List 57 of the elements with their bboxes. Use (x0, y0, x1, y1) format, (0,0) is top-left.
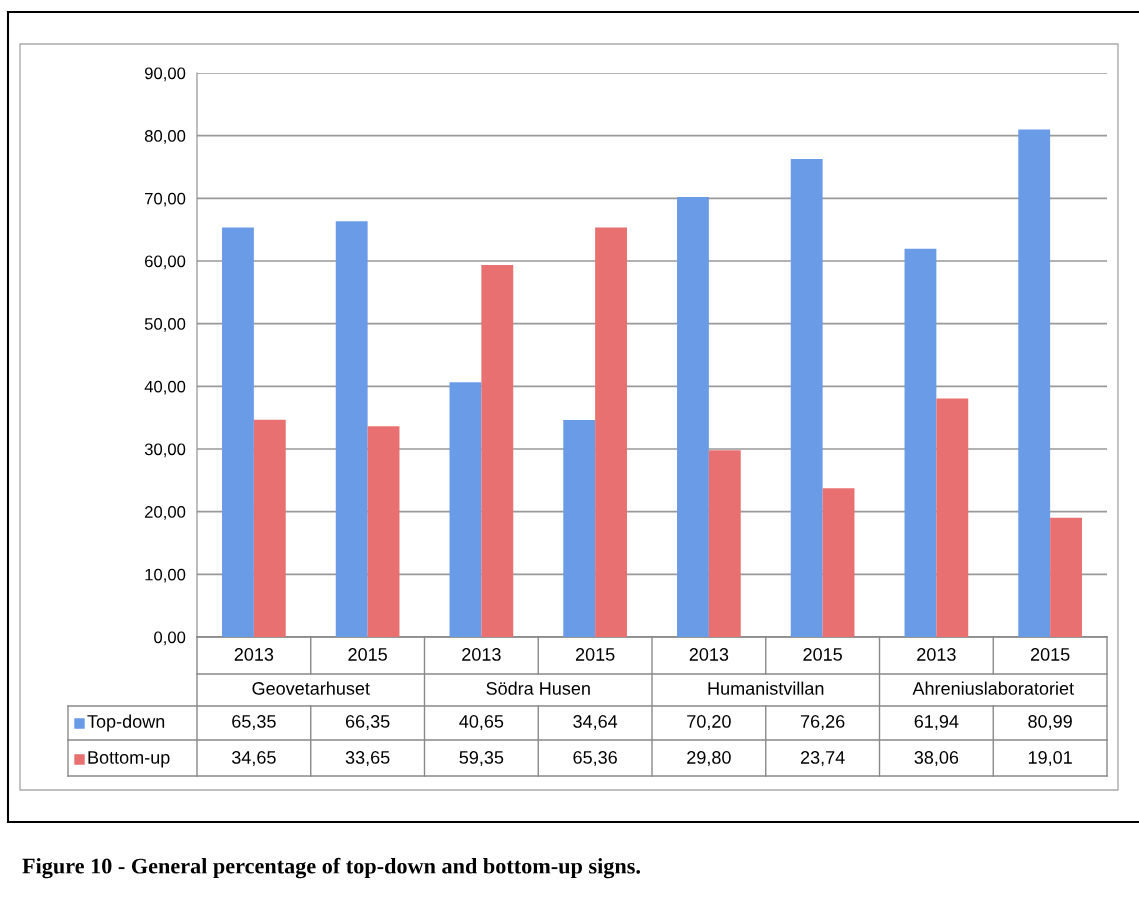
text: 33,65 (345, 751, 390, 766)
y-tick-label: 80,00 (144, 130, 186, 144)
bar (563, 419, 596, 637)
bar (790, 159, 823, 637)
bar (1050, 517, 1082, 637)
y-tick-label: 70,00 (145, 192, 186, 207)
y-tick-label: 10,00 (145, 568, 186, 583)
text: 19,01 (1028, 751, 1072, 766)
text: 61,94 (914, 715, 959, 730)
bar (449, 382, 482, 637)
text: 70,20 (687, 715, 731, 730)
x-tick-label: 2015 (803, 648, 842, 661)
text: Humanistvillan (708, 681, 824, 695)
x-tick-label: 2013 (917, 648, 956, 661)
y-tick-label: 50,00 (144, 318, 186, 332)
text: 38,06 (914, 751, 959, 766)
text: 76,26 (800, 715, 845, 730)
y-tick-label: 20,00 (145, 506, 186, 520)
text: 80,99 (1028, 715, 1072, 730)
bar (822, 488, 855, 637)
bar (595, 227, 627, 637)
x-tick-label: 2013 (462, 648, 501, 661)
x-tick-label: 2015 (1030, 648, 1070, 661)
bar (904, 248, 937, 637)
bar (677, 197, 709, 637)
text: 59,35 (459, 751, 504, 766)
bar (335, 221, 368, 637)
text: Ahreniuslaboratoriet (912, 681, 1074, 695)
text: 29,80 (687, 751, 731, 766)
x-tick-label: 2013 (689, 648, 729, 661)
bar (253, 419, 286, 637)
x-tick-label: 2015 (348, 648, 387, 661)
text: 34,65 (231, 751, 276, 766)
text: 34,64 (573, 715, 618, 730)
text: 23,74 (800, 751, 845, 766)
bar (936, 398, 969, 637)
bar (708, 450, 741, 637)
bar (222, 227, 254, 637)
y-tick-label: 0,00 (154, 631, 186, 646)
x-tick-label: 2015 (575, 648, 615, 661)
text: Figure 10 - General percentage of top-down and bottom-up signs. (22, 857, 640, 879)
y-tick-label: 60,00 (145, 255, 186, 270)
bar (1018, 129, 1051, 637)
legend-label: Top-down (87, 714, 165, 732)
text: Geovetarhuset (252, 681, 370, 695)
x-tick-label: 2013 (234, 648, 274, 661)
text: 65,36 (573, 751, 617, 766)
text: 65,35 (232, 715, 276, 730)
text: Södra Husen (486, 681, 590, 695)
text: 66,35 (345, 715, 390, 730)
bar (367, 426, 400, 637)
y-tick-label: 40,00 (144, 380, 186, 395)
legend-label: Bottom-up (88, 751, 170, 768)
y-tick-label: 30,00 (144, 443, 186, 458)
y-tick-label: 90,00 (144, 67, 186, 82)
text: 40,65 (459, 715, 504, 730)
bar (481, 265, 514, 637)
